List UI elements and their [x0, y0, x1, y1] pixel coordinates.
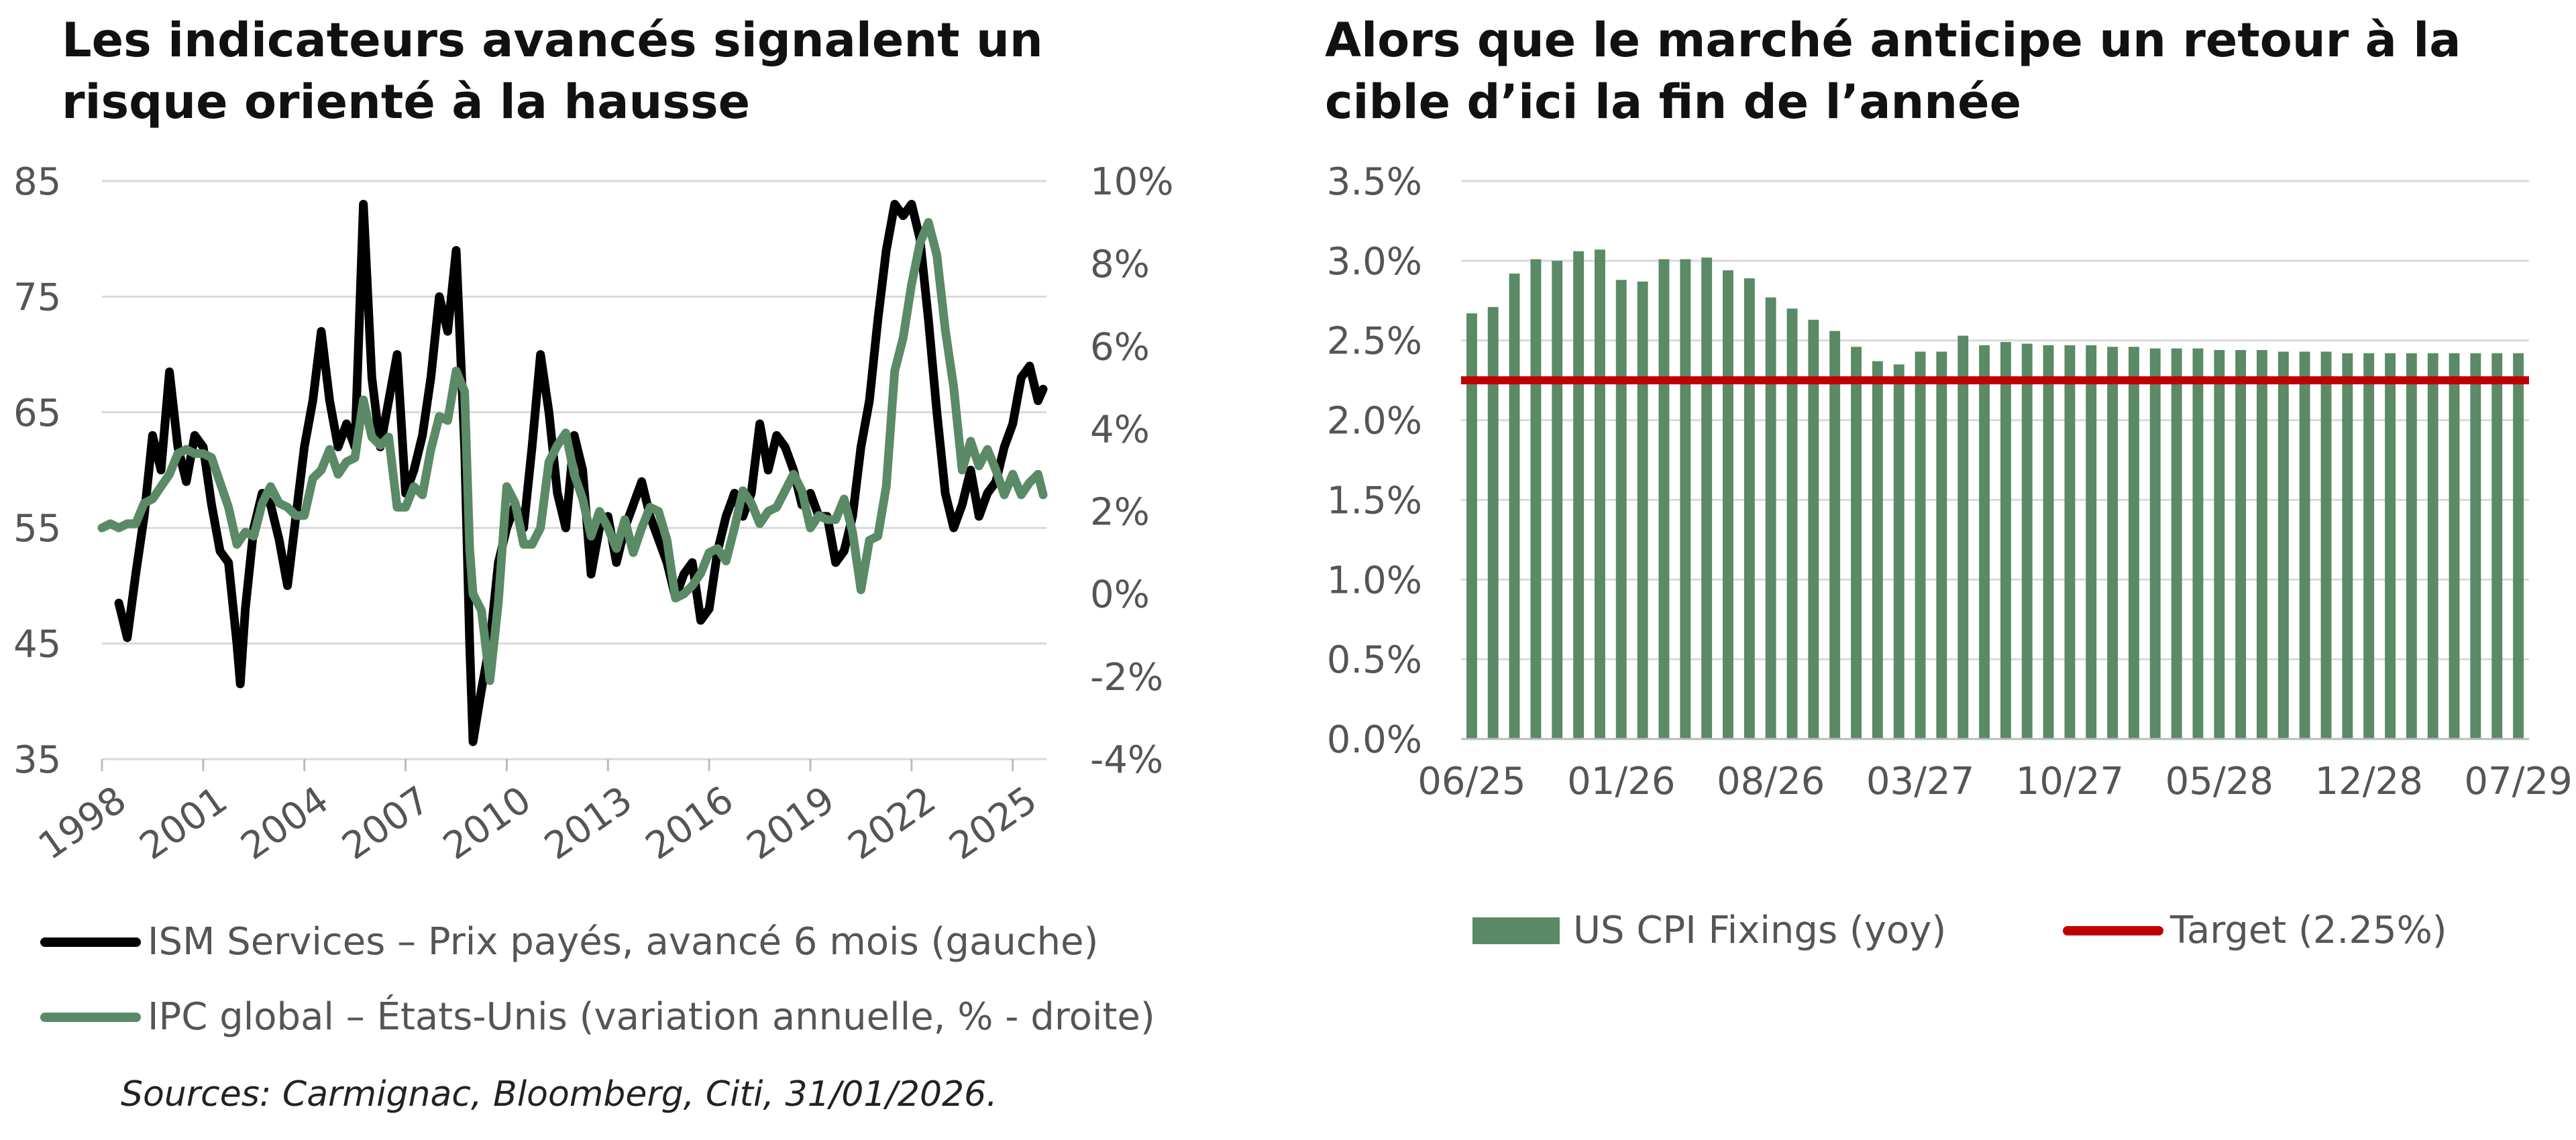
cpi-fixing-bar: [1701, 258, 1713, 740]
left-chart-title: Les indicateurs avancés signalent un ris…: [62, 13, 1043, 129]
cpi-fixing-bar: [1509, 273, 1520, 739]
right-y-tick-label: 2%: [1090, 491, 1150, 534]
cpi-fixing-bar: [1552, 260, 1563, 739]
right-chart-title: Alors que le marché anticipe un retour à…: [1325, 13, 2461, 129]
legend-swatch-cpi: [40, 1012, 141, 1022]
cpi-fixing-bar: [2043, 345, 2054, 739]
bar-y-tick-label: 2.0%: [1327, 400, 1422, 443]
cpi-fixing-bar: [1723, 270, 1733, 740]
left-y-tick-label: 65: [13, 392, 61, 435]
cpi-fixing-bar: [2320, 351, 2332, 739]
cpi-fixing-bar: [1680, 259, 1691, 739]
legend-swatch-ism: [40, 937, 141, 947]
legend-item-target: Target (2.25%): [2063, 909, 2447, 952]
left-y-tick-label: 45: [13, 623, 61, 667]
cpi-fixing-bar: [1615, 280, 1627, 739]
cpi-fixing-bar: [2021, 343, 2033, 739]
cpi-fixing-bar: [2171, 348, 2182, 739]
bar-y-tick-label: 1.5%: [1327, 479, 1422, 522]
cpi-fixing-bar: [1808, 319, 1819, 739]
legend-swatch-fixings: [1472, 917, 1560, 944]
left-y-tick-label: 75: [13, 276, 61, 319]
bar-y-tick-label: 3.5%: [1327, 160, 1422, 204]
cpi-fixing-bar: [1851, 347, 1862, 739]
cpi-fixing-bar: [1466, 313, 1477, 739]
cpi-fixing-bar: [2513, 353, 2524, 739]
cpi-fixing-bar: [1979, 345, 1990, 739]
right-y-tick-label: 8%: [1090, 243, 1150, 286]
cpi-fixing-bar: [2192, 348, 2204, 739]
cpi-fixing-bar: [1829, 331, 1841, 739]
cpi-fixing-bar: [1595, 249, 1605, 739]
cpi-fixing-bar: [1786, 308, 1798, 739]
cpi-fixing-bar: [2277, 351, 2289, 739]
bar-y-tick-label: 3.0%: [1327, 240, 1422, 284]
bar-x-tick-label: 01/26: [1567, 760, 1675, 803]
legend-item-fixings: US CPI Fixings (yoy): [1472, 909, 1946, 952]
cpi-fixing-bar: [1765, 297, 1776, 739]
left-chart: 354555657585-4%-2%0%2%4%6%8%10%199820012…: [13, 160, 1173, 868]
cpi-fixing-bar: [1530, 259, 1542, 739]
legend-label-cpi: IPC global – États-Unis (variation annue…: [148, 995, 1155, 1039]
legend-label-target: Target (2.25%): [2170, 909, 2447, 952]
cpi-fixing-bar: [2299, 351, 2310, 739]
us-cpi-line: [97, 218, 1048, 685]
cpi-fixing-bar: [1872, 361, 1883, 739]
cpi-fixing-bar: [2427, 353, 2438, 739]
cpi-fixing-bar: [2491, 353, 2503, 739]
cpi-fixing-bar: [2149, 348, 2161, 739]
cpi-fixing-bar: [2406, 353, 2417, 739]
cpi-fixing-bar: [2000, 342, 2011, 740]
bar-x-tick-label: 10/27: [2016, 760, 2124, 803]
right-chart: 0.0% 0.5% 1.0% 1.5% 2.0% 2.5% 3.0% 3.5% 06/25 01/…: [1327, 160, 2573, 803]
right-y-tick-label: -4%: [1090, 738, 1163, 782]
cpi-fixing-bar: [2342, 353, 2353, 739]
bar-x-tick-label: 12/28: [2315, 760, 2423, 803]
right-y-tick-label: 6%: [1090, 325, 1150, 369]
cpi-fixing-bar: [2257, 350, 2267, 739]
legend-label-ism: ISM Services – Prix payés, avancé 6 mois…: [148, 920, 1099, 964]
cpi-fixing-bar: [1893, 364, 1904, 739]
legend-item-ism: ISM Services – Prix payés, avancé 6 mois…: [40, 920, 1098, 964]
legend-label-fixings: US CPI Fixings (yoy): [1573, 909, 1947, 952]
cpi-fixing-bar: [2129, 347, 2139, 739]
left-y-tick-label: 35: [13, 738, 61, 782]
right-y-tick-label: 0%: [1090, 573, 1150, 617]
cpi-fixing-bar: [2385, 353, 2396, 739]
cpi-fixing-bar: [2107, 347, 2118, 739]
cpi-fixing-bar: [2470, 353, 2481, 739]
cpi-fixing-bar: [1936, 351, 1947, 739]
bar-x-tick-label: 05/28: [2165, 760, 2273, 803]
bar-x-tick-label: 03/27: [1866, 760, 1974, 803]
cpi-fixing-bar: [2363, 353, 2375, 739]
right-y-tick-label: 4%: [1090, 408, 1150, 451]
cpi-fixing-bar: [2235, 350, 2247, 739]
cpi-fixing-bar: [1658, 259, 1670, 739]
bar-x-tick-label: 08/26: [1717, 760, 1825, 803]
bar-y-tick-label: 0.0%: [1327, 718, 1422, 762]
right-y-tick-label: 10%: [1090, 160, 1173, 204]
left-y-tick-label: 55: [13, 507, 61, 551]
bar-x-tick-label: 07/29: [2464, 760, 2572, 803]
cpi-fixing-bar: [1573, 251, 1585, 740]
legend-item-cpi: IPC global – États-Unis (variation annue…: [40, 995, 1155, 1039]
bar-y-tick-label: 1.0%: [1327, 559, 1422, 602]
bar-x-tick-label: 06/25: [1417, 760, 1525, 803]
cpi-fixing-bar: [1743, 278, 1755, 739]
bar-y-tick-label: 0.5%: [1327, 638, 1422, 682]
source-note: Sources: Carmignac, Bloomberg, Citi, 31/…: [121, 1074, 998, 1115]
cpi-fixing-bar: [1957, 335, 1969, 740]
cpi-fixing-bar: [1915, 351, 1926, 739]
bar-y-tick-label: 2.5%: [1327, 320, 1422, 363]
legend-swatch-target: [2063, 925, 2163, 935]
cpi-fixing-bar: [2086, 345, 2097, 739]
cpi-fixing-bar: [2449, 353, 2460, 739]
right-y-tick-label: -2%: [1090, 656, 1163, 699]
cpi-fixing-bar: [1487, 306, 1499, 739]
left-y-tick-label: 85: [13, 160, 61, 204]
cpi-fixing-bar: [1637, 281, 1648, 739]
cpi-fixing-bar: [2214, 350, 2225, 739]
cpi-fixing-bar: [2064, 345, 2076, 739]
